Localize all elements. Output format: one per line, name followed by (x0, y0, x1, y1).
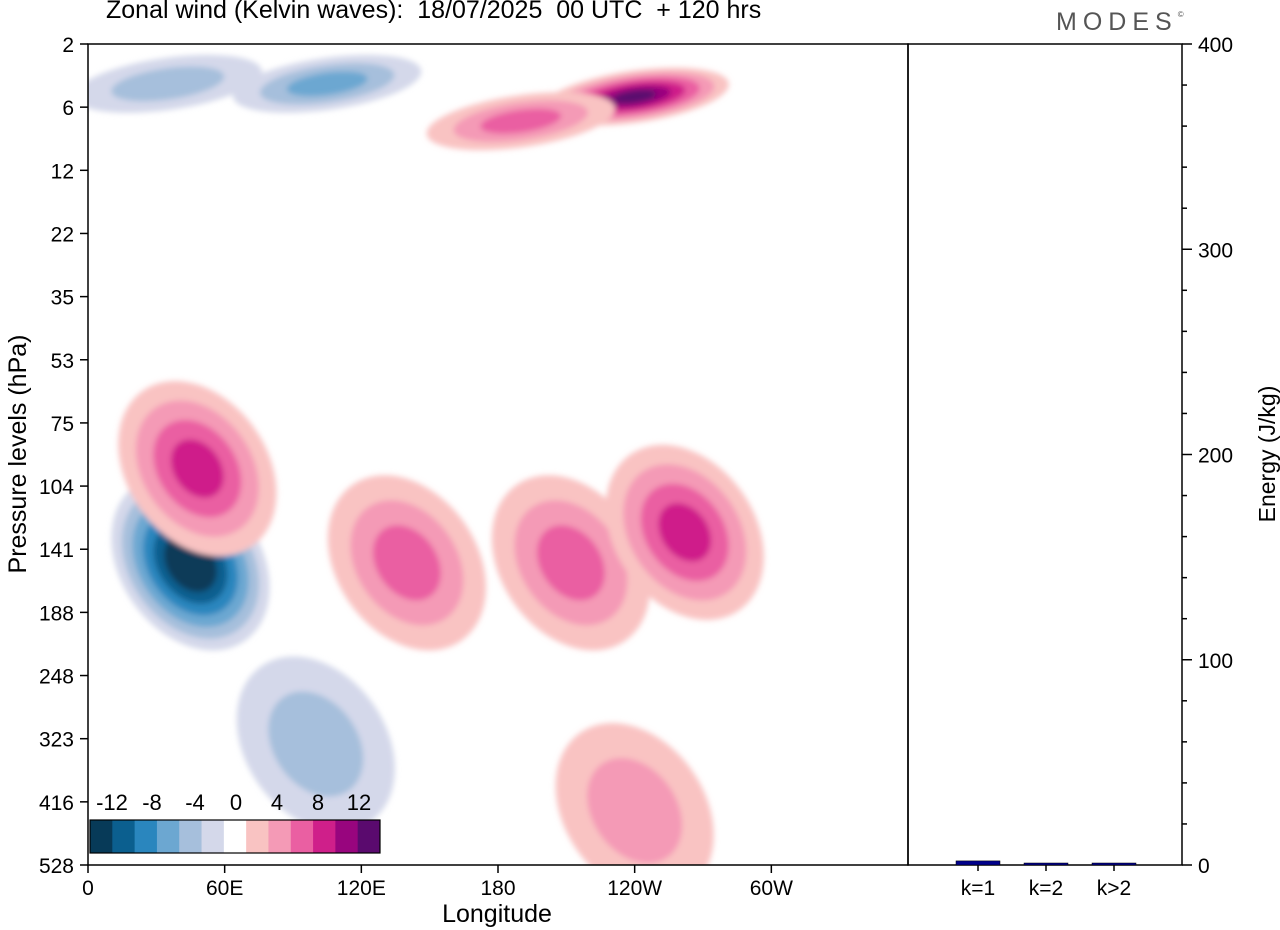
x-tick-label: 0 (82, 877, 94, 900)
energy-axis: 0 100 200 300 400 (1182, 34, 1233, 878)
colorbar-swatch (223, 820, 247, 853)
y-tick-label: 35 (51, 287, 74, 310)
x-tick-label: 60W (750, 877, 793, 900)
contour-ellipse (658, 503, 712, 562)
colorbar-label: -4 (185, 790, 205, 815)
contour-ellipse (174, 545, 207, 581)
contour-layer (88, 54, 764, 865)
y-tick-label: 6 (62, 97, 74, 120)
y-tick-label: 12 (51, 160, 74, 183)
y-tick-label: 53 (51, 350, 74, 373)
energy-tick-label: 200 (1198, 445, 1233, 468)
colorbar-label: 4 (271, 790, 283, 815)
colorbar-swatch (268, 820, 292, 853)
energy-tick-label: 400 (1198, 34, 1233, 57)
contour-ellipse (170, 439, 224, 498)
energy-frame (907, 43, 1183, 866)
contour-ellipse (612, 89, 657, 104)
category-label: k>2 (1097, 877, 1131, 900)
y-tick-label: 141 (39, 539, 74, 562)
energy-bars: k=1 k=2 k>2 (955, 860, 1137, 900)
contour-ellipse (372, 525, 441, 601)
y-tick-label: 528 (39, 855, 74, 878)
contour-ellipse (111, 66, 225, 102)
colorbar-swatch (246, 820, 269, 853)
energy-bar (955, 860, 1001, 866)
energy-tick-label: 100 (1198, 650, 1233, 673)
y-tick-label: 188 (39, 602, 74, 625)
colorbar-swatch (357, 820, 381, 853)
energy-axis-label: Energy (J/kg) (1254, 386, 1280, 523)
colorbar-frame (89, 819, 381, 854)
x-tick-label: 120W (607, 877, 662, 900)
brand-mark: © (1177, 10, 1184, 19)
colorbar-label: 0 (230, 790, 242, 815)
y-tick-label: 323 (39, 729, 74, 752)
energy-tick-label: 0 (1198, 855, 1210, 878)
x-tick-label: 120E (337, 877, 386, 900)
y-tick-label: 2 (62, 34, 74, 57)
brand-logo: MODES© (1056, 8, 1184, 37)
contour-regions (88, 54, 764, 865)
category-label: k=1 (961, 877, 995, 900)
pressure-axis: 2 6 12 22 35 53 75 104 141 188 248 323 416 528 (39, 34, 88, 878)
y-tick-label: 248 (39, 666, 74, 689)
colorbar-swatch (179, 820, 203, 853)
colorbar: -12 -8 -4 0 4 8 12 (89, 790, 381, 854)
colorbar-label: -8 (142, 790, 162, 815)
contour-ellipse (268, 691, 364, 797)
energy-tick-label: 300 (1198, 239, 1233, 262)
colorbar-swatch (335, 820, 359, 853)
y-axis-label: Pressure levels (hPa) (4, 335, 32, 574)
contour-ellipse (536, 525, 605, 601)
chart-title: Zonal wind (Kelvin waves): 18/07/2025 00… (106, 0, 762, 24)
contour-ellipse (587, 758, 683, 864)
zonal-wind-heatmap (88, 44, 908, 865)
contour-ellipse (480, 108, 562, 134)
energy-bar (1091, 862, 1137, 866)
colorbar-swatch (112, 820, 136, 853)
contour-ellipse (286, 71, 368, 97)
colorbar-swatch (290, 820, 314, 853)
y-tick-label: 22 (51, 223, 74, 246)
colorbar-swatch (156, 820, 180, 853)
colorbar-swatch (90, 820, 113, 853)
x-tick-label: 180 (480, 877, 515, 900)
brand-name: MODES (1056, 8, 1178, 36)
colorbar-label: 8 (312, 790, 324, 815)
y-tick-label: 104 (39, 476, 74, 499)
y-tick-label: 416 (39, 792, 74, 815)
x-tick-label: 60E (206, 877, 243, 900)
colorbar-swatch (134, 820, 158, 853)
category-label: k=2 (1029, 877, 1063, 900)
colorbar-label: 12 (347, 790, 371, 815)
longitude-axis: 0 60E 120E 180 120W 60W (82, 865, 793, 900)
energy-bar (1023, 862, 1069, 866)
colorbar-label: -12 (96, 790, 128, 815)
y-tick-label: 75 (51, 413, 74, 436)
colorbar-swatch (313, 820, 336, 853)
x-axis-label: Longitude (442, 900, 552, 928)
colorbar-swatch (201, 820, 225, 853)
